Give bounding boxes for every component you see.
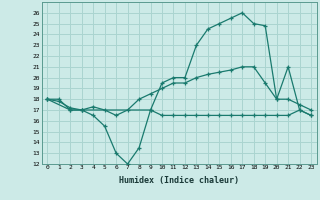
X-axis label: Humidex (Indice chaleur): Humidex (Indice chaleur) — [119, 176, 239, 185]
